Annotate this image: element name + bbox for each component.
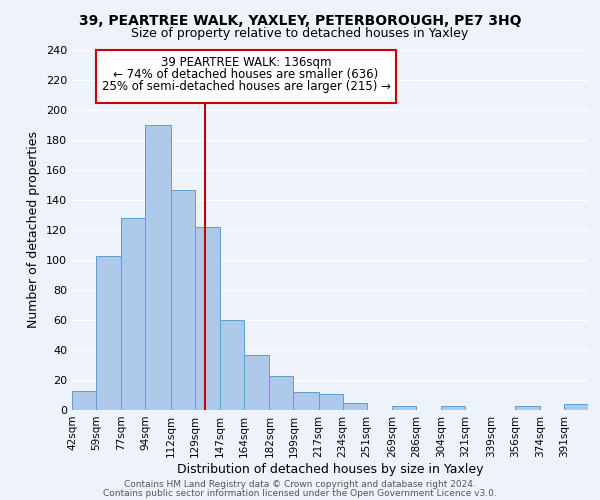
Bar [170, 190, 194, 410]
Bar [220, 320, 244, 410]
Bar [244, 354, 269, 410]
Y-axis label: Number of detached properties: Number of detached properties [28, 132, 40, 328]
Bar [319, 394, 343, 410]
X-axis label: Distribution of detached houses by size in Yaxley: Distribution of detached houses by size … [177, 462, 483, 475]
Text: 39, PEARTREE WALK, YAXLEY, PETERBOROUGH, PE7 3HQ: 39, PEARTREE WALK, YAXLEY, PETERBOROUGH,… [79, 14, 521, 28]
Text: 25% of semi-detached houses are larger (215) →: 25% of semi-detached houses are larger (… [101, 80, 391, 93]
Text: Size of property relative to detached houses in Yaxley: Size of property relative to detached ho… [131, 28, 469, 40]
Bar [269, 376, 293, 410]
Text: Contains public sector information licensed under the Open Government Licence v3: Contains public sector information licen… [103, 488, 497, 498]
Bar [72, 390, 96, 410]
Text: ← 74% of detached houses are smaller (636): ← 74% of detached houses are smaller (63… [113, 68, 379, 81]
Bar [442, 406, 466, 410]
Bar [194, 227, 220, 410]
Bar [121, 218, 145, 410]
Bar [515, 406, 540, 410]
Text: Contains HM Land Registry data © Crown copyright and database right 2024.: Contains HM Land Registry data © Crown c… [124, 480, 476, 489]
Bar [145, 125, 170, 410]
Bar [293, 392, 319, 410]
Bar [343, 402, 367, 410]
Text: 39 PEARTREE WALK: 136sqm: 39 PEARTREE WALK: 136sqm [161, 56, 331, 69]
Bar [96, 256, 121, 410]
Bar [564, 404, 588, 410]
Bar [96, 50, 396, 102]
Bar [392, 406, 416, 410]
